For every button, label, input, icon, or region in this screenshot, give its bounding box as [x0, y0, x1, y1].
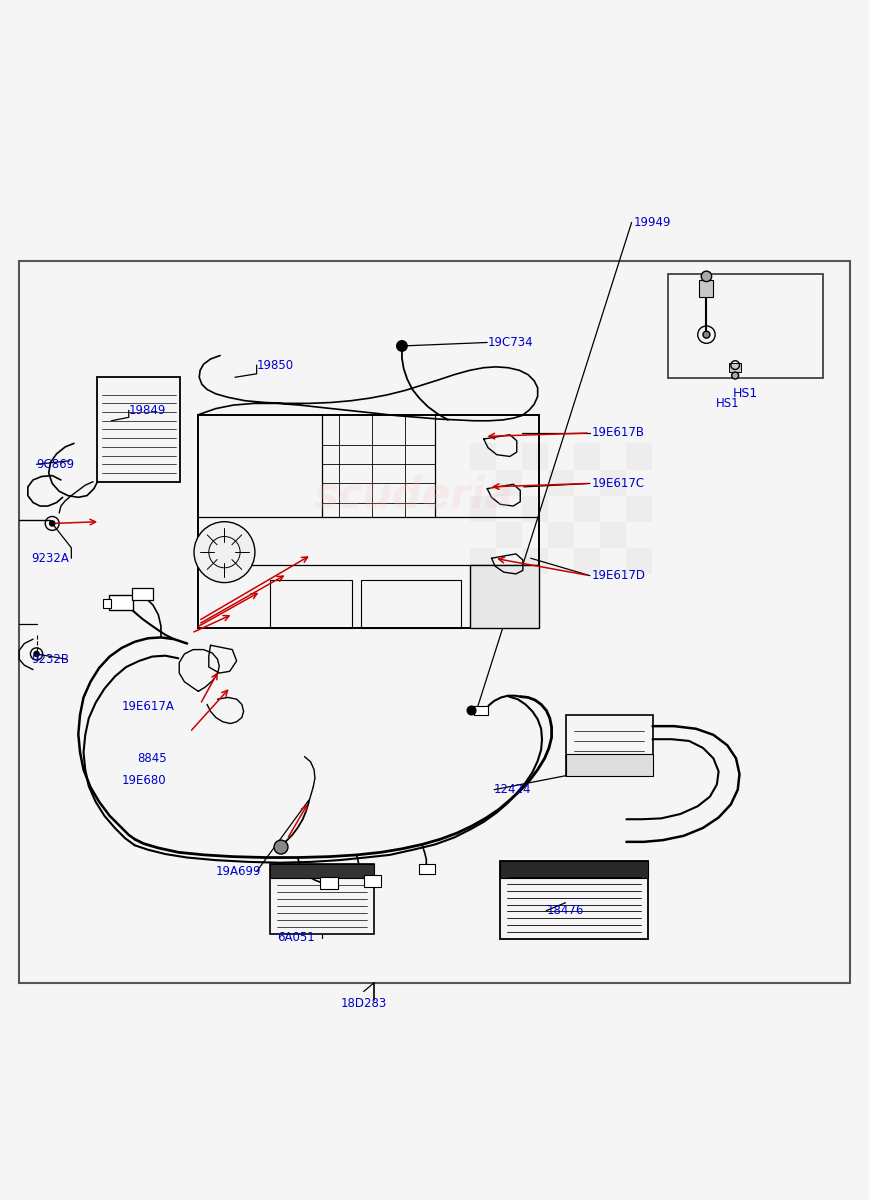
Text: 19E617D: 19E617D: [591, 569, 645, 582]
Bar: [269, 580, 352, 628]
Bar: [419, 864, 434, 874]
Text: 19E617C: 19E617C: [591, 476, 644, 490]
Bar: [565, 754, 652, 775]
Circle shape: [396, 341, 407, 352]
Circle shape: [731, 372, 738, 379]
Circle shape: [467, 706, 475, 715]
Circle shape: [700, 271, 711, 282]
Bar: [699, 280, 713, 298]
Text: 8845: 8845: [137, 752, 167, 764]
Bar: [103, 599, 111, 608]
Bar: [97, 377, 180, 481]
Bar: [363, 875, 381, 887]
Bar: [626, 443, 652, 469]
Bar: [469, 496, 495, 522]
Circle shape: [702, 331, 709, 338]
Text: scuderia: scuderia: [313, 474, 513, 516]
Bar: [600, 522, 626, 547]
Bar: [474, 706, 488, 715]
Text: 9232B: 9232B: [31, 653, 70, 666]
Bar: [19, 260, 849, 983]
Bar: [728, 364, 740, 372]
Bar: [565, 715, 652, 775]
Bar: [600, 469, 626, 496]
Bar: [469, 547, 495, 574]
Bar: [500, 862, 647, 878]
Bar: [547, 522, 574, 547]
Bar: [320, 877, 337, 889]
Bar: [547, 469, 574, 496]
Circle shape: [34, 652, 39, 656]
Circle shape: [194, 522, 255, 582]
Text: HS1: HS1: [714, 397, 739, 410]
Bar: [495, 469, 521, 496]
Bar: [574, 547, 600, 574]
Bar: [269, 864, 374, 877]
Text: 9C869: 9C869: [36, 457, 75, 470]
Bar: [626, 547, 652, 574]
Bar: [667, 274, 822, 378]
Bar: [521, 443, 547, 469]
Text: 18476: 18476: [546, 904, 583, 917]
Bar: [361, 580, 461, 628]
Text: 18D283: 18D283: [340, 997, 387, 1010]
Bar: [521, 496, 547, 522]
Bar: [626, 496, 652, 522]
Text: 19850: 19850: [256, 359, 294, 372]
Text: 19E680: 19E680: [122, 774, 166, 787]
Text: 12424: 12424: [494, 784, 531, 796]
Text: 19A699: 19A699: [216, 865, 261, 878]
Bar: [495, 522, 521, 547]
Bar: [109, 595, 133, 611]
Bar: [521, 547, 547, 574]
Circle shape: [50, 521, 55, 526]
Bar: [132, 588, 153, 600]
Text: 19849: 19849: [129, 404, 166, 416]
Bar: [574, 443, 600, 469]
Text: 19E617A: 19E617A: [122, 700, 175, 713]
Text: HS1: HS1: [732, 388, 758, 401]
Bar: [198, 415, 539, 628]
Text: 19949: 19949: [633, 216, 670, 229]
Text: 19E617B: 19E617B: [591, 426, 644, 439]
Text: 9232A: 9232A: [31, 552, 70, 565]
Bar: [269, 864, 374, 934]
Text: 6A051: 6A051: [276, 931, 314, 944]
Circle shape: [274, 840, 288, 854]
Bar: [574, 496, 600, 522]
Text: 19C734: 19C734: [487, 336, 532, 349]
Bar: [469, 443, 495, 469]
Bar: [500, 862, 647, 940]
Bar: [469, 565, 539, 628]
